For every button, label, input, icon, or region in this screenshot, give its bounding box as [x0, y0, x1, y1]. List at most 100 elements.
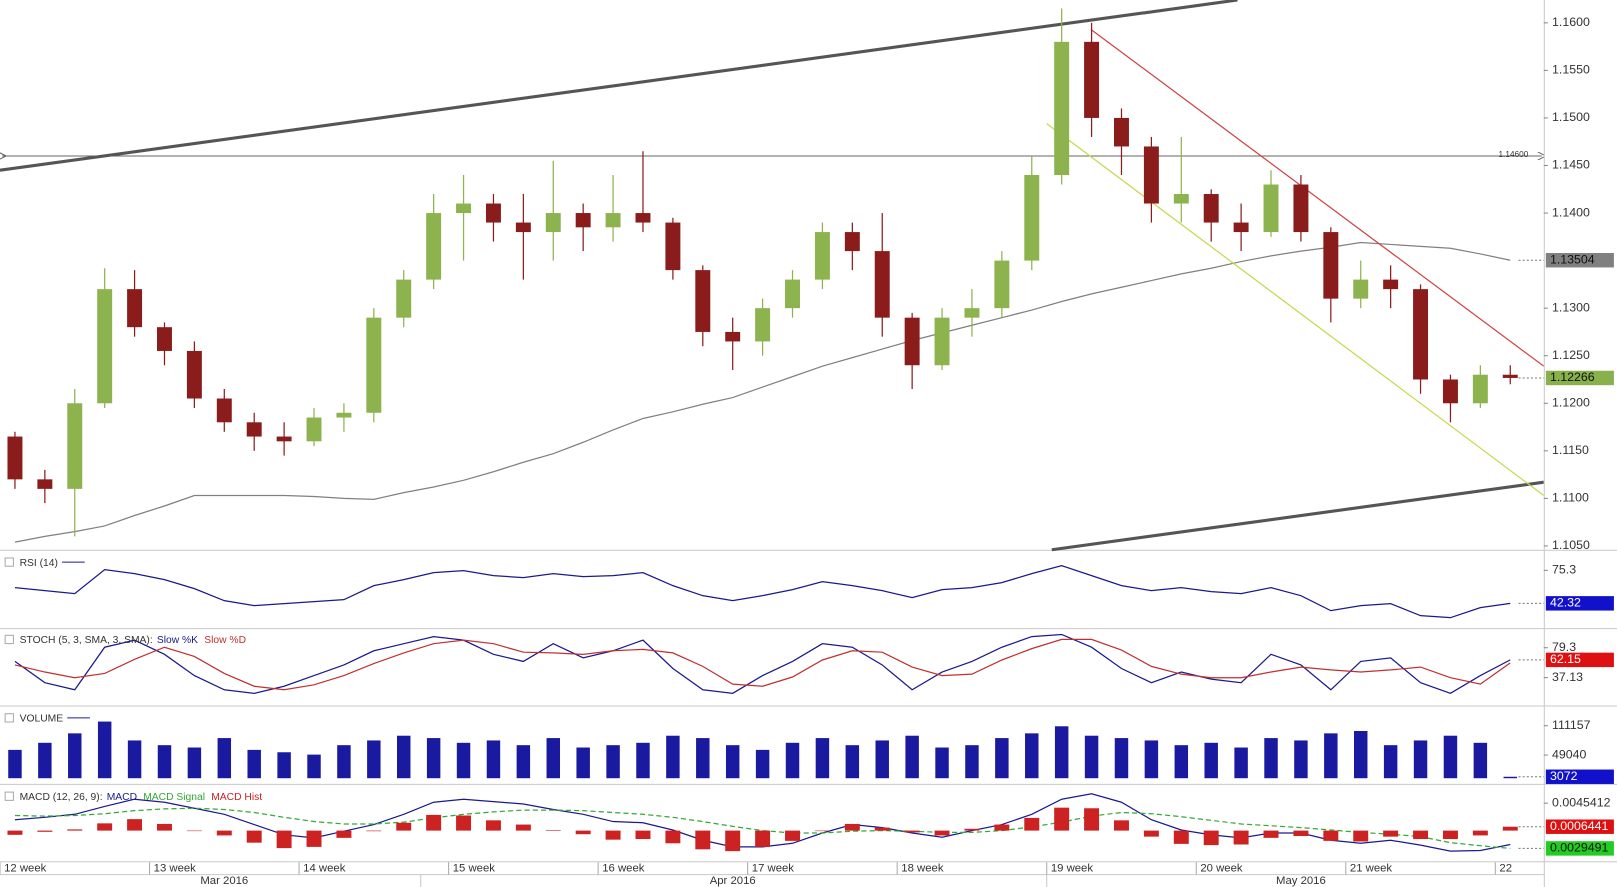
bar	[367, 740, 381, 779]
plots: 1.14600	[0, 0, 1544, 852]
trend-line	[1090, 28, 1544, 367]
candle-body	[1143, 146, 1159, 204]
bar	[755, 749, 770, 779]
axes: 1.1050 1.1100 1.1150 1.1200 1.1250 1.1300 1.14…	[0, 15, 1614, 887]
bar	[1054, 807, 1070, 831]
candle-body	[575, 213, 591, 228]
bar	[217, 738, 232, 779]
candle-body	[515, 222, 531, 233]
series-line	[14, 633, 1511, 694]
x-tick-label: 15 week	[453, 862, 496, 874]
x-tick-label: 22	[1499, 862, 1512, 874]
bar	[246, 830, 262, 843]
bar	[186, 830, 202, 832]
bar	[247, 749, 261, 779]
bar	[606, 745, 620, 779]
candle-body	[1054, 41, 1070, 176]
bar	[845, 745, 860, 779]
bar	[1203, 830, 1219, 846]
last-value-box	[1545, 819, 1614, 834]
bar	[1443, 735, 1458, 779]
candle-body	[1203, 194, 1219, 223]
bar	[157, 823, 172, 831]
candle-body	[605, 213, 621, 228]
bar	[546, 738, 560, 779]
bar	[1354, 731, 1368, 779]
bar	[1234, 747, 1248, 779]
trend-line	[1046, 123, 1544, 497]
bar	[605, 830, 621, 840]
last-value-label: 3072	[1550, 769, 1578, 783]
y-tick-label: 1.1100	[1552, 491, 1589, 505]
candle-body	[157, 327, 172, 351]
bar	[874, 827, 890, 831]
candle-body	[1233, 222, 1249, 233]
bar	[1084, 735, 1099, 779]
bar	[366, 830, 382, 832]
y-tick-label: 1.1250	[1552, 348, 1590, 362]
x-tick-label: 21 week	[1350, 862, 1393, 874]
bar	[1413, 830, 1429, 840]
candle-body	[1084, 41, 1100, 118]
month-label: Mar 2016	[200, 875, 248, 887]
candle-body	[725, 331, 741, 342]
bar	[635, 830, 651, 840]
bar	[276, 830, 292, 849]
trend-line	[0, 0, 1238, 172]
x-tick-label: 17 week	[752, 862, 795, 874]
y-tick-label: 1.1450	[1552, 158, 1590, 172]
bar	[38, 742, 52, 779]
bar	[1264, 738, 1278, 779]
candle-body	[306, 417, 322, 442]
bar	[904, 830, 920, 833]
bar	[695, 830, 711, 850]
legend-checkbox	[4, 791, 14, 801]
bar	[1502, 826, 1518, 831]
candle-body	[37, 479, 53, 489]
x-tick-label: 14 week	[303, 862, 346, 874]
bar	[1114, 820, 1129, 831]
bar	[127, 740, 142, 779]
bar	[994, 824, 1010, 831]
bar	[815, 738, 830, 779]
bar	[1173, 830, 1189, 844]
candle-body	[1173, 194, 1189, 204]
bar	[67, 829, 83, 831]
candle-body	[336, 412, 352, 418]
bar	[1353, 830, 1369, 842]
candle-body	[874, 251, 890, 318]
trend-line	[1051, 480, 1544, 552]
candle-body	[366, 317, 382, 413]
candle-body	[246, 422, 262, 437]
last-value-label: 1.12266	[1550, 370, 1595, 384]
bar	[157, 745, 172, 779]
candle-body	[1442, 379, 1458, 404]
bar	[515, 824, 531, 831]
bar	[216, 830, 232, 836]
bar	[336, 830, 352, 838]
candle-body	[1383, 279, 1399, 290]
candle-body	[1472, 374, 1488, 404]
candle-body	[127, 289, 143, 328]
legend-entry: MACD Signal	[143, 792, 205, 803]
bar	[1323, 830, 1339, 841]
series-line	[14, 564, 1511, 619]
last-value-label: 62.15	[1550, 652, 1581, 666]
y-tick-label: 1.1200	[1552, 396, 1590, 410]
month-label: Apr 2016	[710, 875, 756, 887]
bar	[1442, 830, 1458, 840]
bar	[995, 738, 1009, 779]
bar	[1383, 830, 1399, 837]
bar	[1503, 776, 1517, 779]
candle-body	[695, 270, 711, 332]
candle-body	[1502, 374, 1518, 378]
candle-body	[186, 350, 202, 399]
bar	[575, 830, 591, 835]
candle-body	[785, 279, 800, 309]
candle-body	[426, 213, 442, 280]
y-tick-label: 111157	[1552, 718, 1591, 732]
bar	[905, 735, 919, 779]
y-tick-label: 1.1500	[1552, 110, 1590, 124]
bar	[785, 742, 800, 779]
